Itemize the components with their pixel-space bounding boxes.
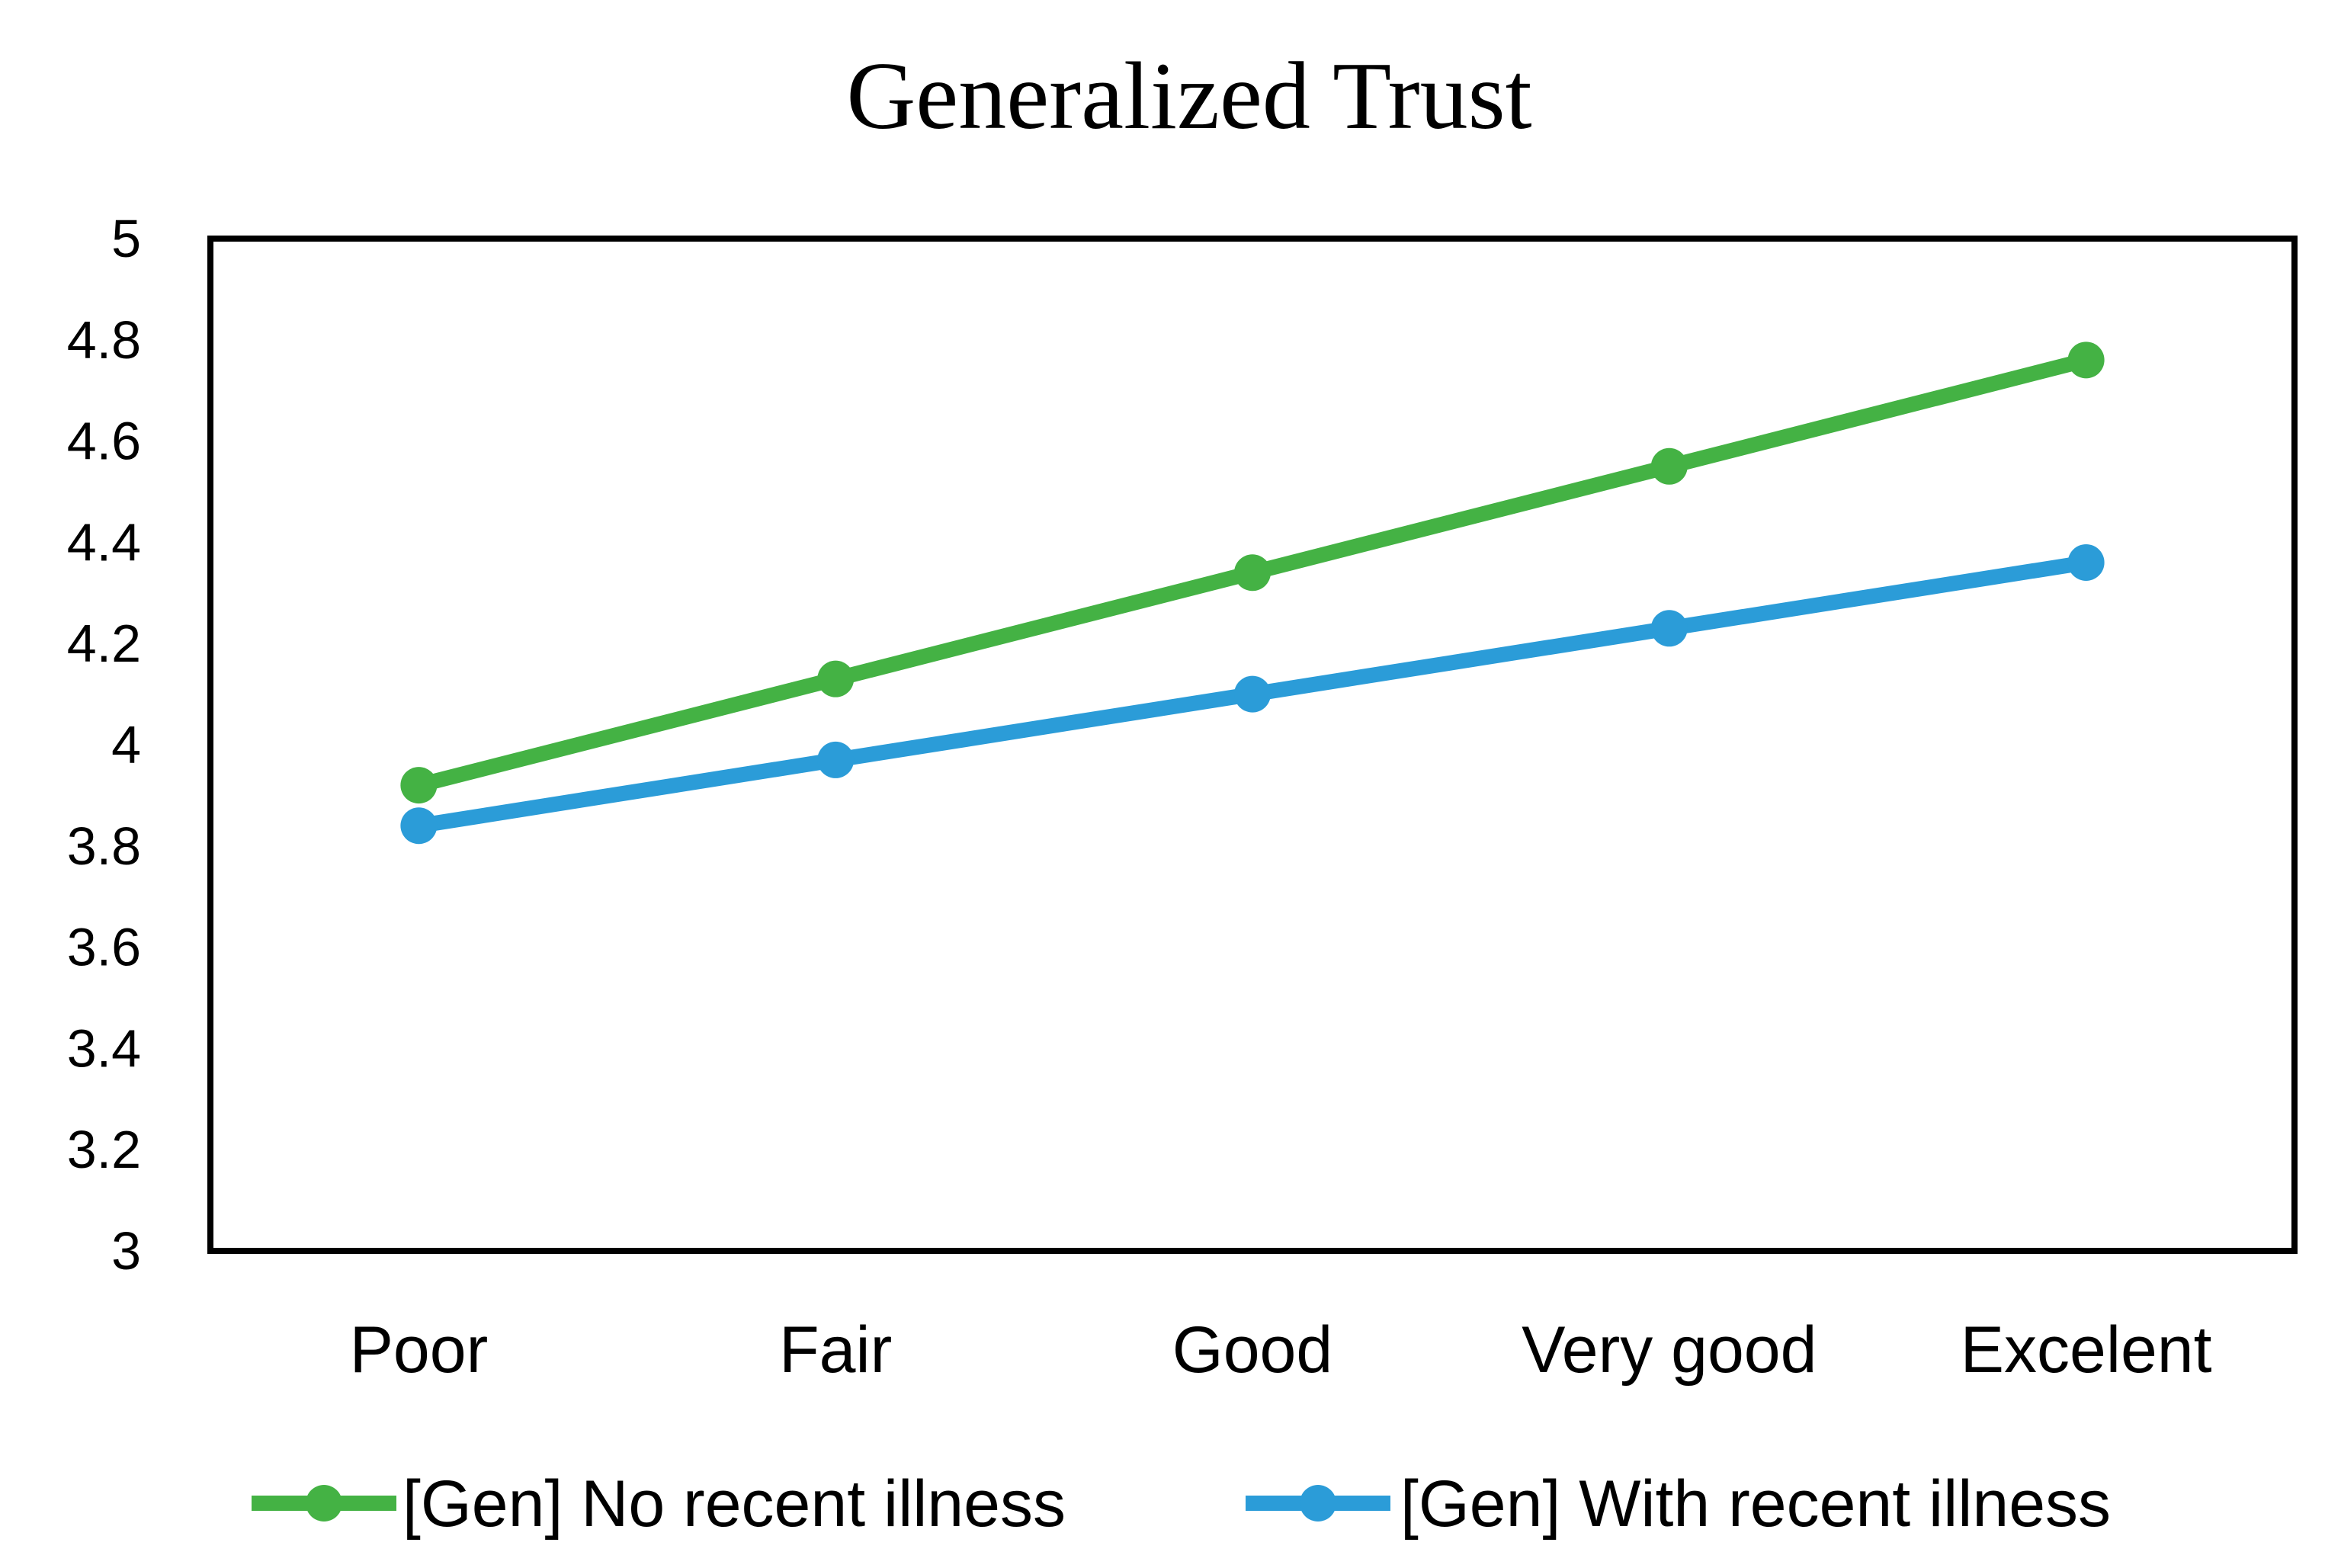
data-point-marker	[817, 660, 855, 697]
y-tick-label: 3.4	[67, 1018, 141, 1078]
chart-legend: [Gen] No recent illness [Gen] With recent…	[252, 1467, 2111, 1541]
legend-label: [Gen] No recent illness	[402, 1467, 1066, 1541]
data-point-marker	[400, 767, 438, 804]
y-tick-label: 3.8	[67, 816, 141, 876]
x-category-label: Very good	[1522, 1313, 1817, 1387]
y-tick-label: 3	[111, 1221, 141, 1281]
data-point-marker	[1234, 675, 1271, 713]
x-axis-labels: Poor Fair Good Very good Excelent	[350, 1313, 2212, 1387]
plot-border	[207, 236, 2298, 1254]
chart-title: Generalized Trust	[846, 43, 1531, 149]
x-category-label: Fair	[779, 1313, 892, 1387]
data-point-marker	[1650, 610, 1688, 647]
y-tick-label: 4.4	[67, 512, 141, 572]
data-point-marker	[2067, 341, 2105, 379]
legend-marker-dot	[1300, 1485, 1336, 1522]
legend-item: [Gen] With recent illness	[1246, 1467, 2111, 1541]
x-category-label: Good	[1172, 1313, 1332, 1387]
y-tick-label: 5	[111, 209, 141, 268]
plot-area	[207, 236, 2298, 1254]
legend-marker-dot	[306, 1485, 342, 1522]
y-axis-ticks: 5 4.8 4.6 4.4 4.2 4 3.8 3.6 3.4 3.2 3	[67, 209, 141, 1281]
data-point-marker	[1650, 447, 1688, 485]
y-tick-label: 4	[111, 715, 141, 774]
y-tick-label: 4.2	[67, 614, 141, 673]
x-category-label: Excelent	[1961, 1313, 2212, 1387]
y-tick-label: 4.6	[67, 412, 141, 471]
legend-label: [Gen] With recent illness	[1400, 1467, 2111, 1541]
data-point-marker	[400, 807, 438, 845]
data-point-marker	[1234, 554, 1271, 592]
x-category-label: Poor	[350, 1313, 489, 1387]
data-point-marker	[817, 741, 855, 778]
legend-item: [Gen] No recent illness	[252, 1467, 1066, 1541]
y-tick-label: 4.8	[67, 310, 141, 370]
data-point-marker	[2067, 544, 2105, 581]
data-series	[400, 341, 2105, 845]
y-tick-label: 3.2	[67, 1120, 141, 1179]
y-tick-label: 3.6	[67, 918, 141, 977]
